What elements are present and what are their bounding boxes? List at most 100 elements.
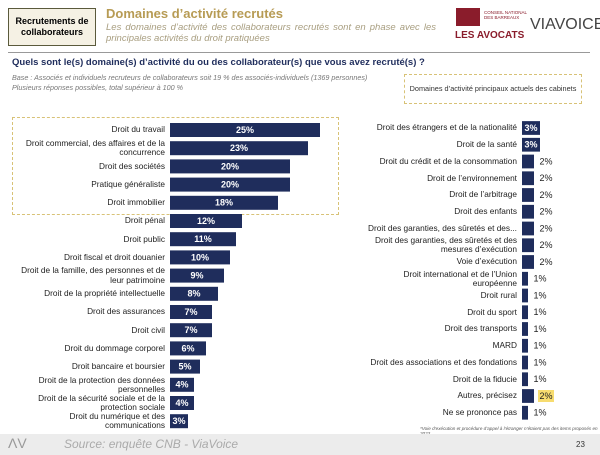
bar [170, 396, 194, 410]
value-label: 2% [539, 207, 552, 217]
category-label: Pratique généraliste [91, 179, 165, 190]
category-label: Droit du dommage corporel [64, 342, 165, 353]
bar [522, 221, 534, 236]
subtitle: Les domaines d’activité des collaborateu… [106, 22, 436, 45]
value-label: 8% [187, 289, 200, 299]
bar [522, 255, 534, 269]
value-label: 5% [178, 361, 191, 371]
category-label: Droit public [123, 233, 165, 244]
category-label: Droit de l’environnement [427, 172, 517, 183]
category-label: Droit des assurances [87, 306, 165, 317]
bar [170, 232, 236, 247]
value-label: 2% [539, 156, 552, 166]
value-label: 4% [175, 380, 188, 390]
bar [170, 377, 194, 392]
value-label: 1% [533, 290, 546, 300]
value-label: 2% [539, 257, 552, 267]
value-label: 1% [533, 324, 546, 334]
page-number: 23 [576, 440, 585, 449]
bar [170, 141, 308, 156]
footer-logo: ΛV [8, 435, 27, 451]
bar [170, 323, 212, 338]
footer-source: Source: enquête CNB - ViaVoice [64, 437, 239, 451]
value-label: 1% [533, 374, 546, 384]
value-label: 10% [191, 252, 209, 262]
category-label: Autres, précisez [457, 390, 517, 401]
bar [522, 171, 534, 186]
bar [170, 214, 242, 228]
value-label: 2% [539, 240, 552, 250]
multiple-note: Plusieurs réponses possibles, total supé… [12, 83, 183, 92]
category-label: Droit immobilier [107, 197, 165, 208]
bar [522, 238, 534, 253]
label-highlight [538, 390, 554, 402]
question: Quels sont le(s) domaine(s) d’activité d… [12, 57, 425, 68]
value-label: 9% [190, 270, 203, 280]
bar [522, 154, 534, 169]
value-label: 1% [533, 341, 546, 351]
bar [170, 250, 230, 265]
value-label: 12% [197, 216, 215, 226]
bar [170, 195, 278, 210]
value-label: 2% [539, 190, 552, 200]
bar [170, 177, 290, 192]
value-label: 1% [533, 307, 546, 317]
category-label: Droit bancaire et boursier [71, 361, 165, 372]
value-label: 3% [172, 416, 185, 426]
bar [522, 372, 528, 387]
category-label: Droit international et de l’Union europé… [403, 268, 517, 288]
category-label: Droit civil [131, 324, 165, 335]
logo-viavoice: VIAVOICE [530, 16, 600, 33]
category-label: Droit du travail [111, 124, 166, 135]
category-label: Droit de la fiducie [452, 373, 517, 384]
bar [522, 188, 534, 202]
category-label: MARD [492, 340, 517, 351]
logo-cnb: CONSEIL NATIONAL DES BARREAUX [484, 10, 527, 21]
value-label: 2% [539, 173, 552, 183]
category-label: Droit des étrangers et de la nationalité [376, 122, 517, 133]
bar [522, 355, 528, 370]
footnote: *Voie d’exécution et procédure d’appel à… [420, 426, 598, 436]
bar [522, 204, 534, 219]
value-label: 7% [184, 307, 197, 317]
footer-band [0, 434, 600, 455]
bar [522, 271, 528, 286]
value-label: 3% [524, 140, 537, 150]
value-label: 25% [236, 125, 254, 135]
category-label: Droit du sport [467, 306, 517, 317]
category-label: Droit fiscal et droit douanier [64, 251, 165, 262]
logo-mark [456, 8, 480, 26]
value-label: 1% [533, 274, 546, 284]
bar [522, 338, 528, 353]
category-label: Droit du crédit et de la consommation [379, 155, 517, 166]
value-label: 20% [221, 179, 239, 189]
bar [170, 159, 290, 174]
value-label: 1% [533, 408, 546, 418]
bar [170, 268, 224, 283]
value-label: 20% [221, 161, 239, 171]
category-label: Droit des transports [444, 323, 517, 334]
category-label: Droit de la propriété intellectuelle [44, 288, 165, 299]
value-label: 7% [184, 325, 197, 335]
category-label: Droit des enfants [454, 206, 517, 217]
legend-box: Domaines d’activité principaux actuels d… [404, 74, 582, 104]
category-label: Droit rural [480, 289, 517, 300]
logo-avocats: LES AVOCATS [455, 30, 525, 41]
category-label: Droit de la sécurité sociale et de la pr… [38, 392, 165, 412]
category-label: Voie d’exécution [456, 256, 517, 267]
bar [170, 286, 218, 301]
bar [522, 405, 528, 420]
bar [170, 341, 206, 356]
bar [170, 123, 320, 137]
bar [522, 137, 540, 152]
category-label: Droit commercial, des affaires et de la … [25, 138, 165, 158]
category-label: Droit des garanties, des sûretés et des.… [368, 222, 517, 233]
value-label: 2% [539, 223, 552, 233]
value-label: 1% [533, 357, 546, 367]
category-label: Droit de la famille, des personnes et de… [21, 265, 165, 285]
category-label: Droit des garanties, des sûretés et des … [374, 235, 517, 255]
category-label: Droit de la santé [456, 139, 517, 150]
value-label: 23% [230, 143, 248, 153]
bar [522, 322, 528, 336]
